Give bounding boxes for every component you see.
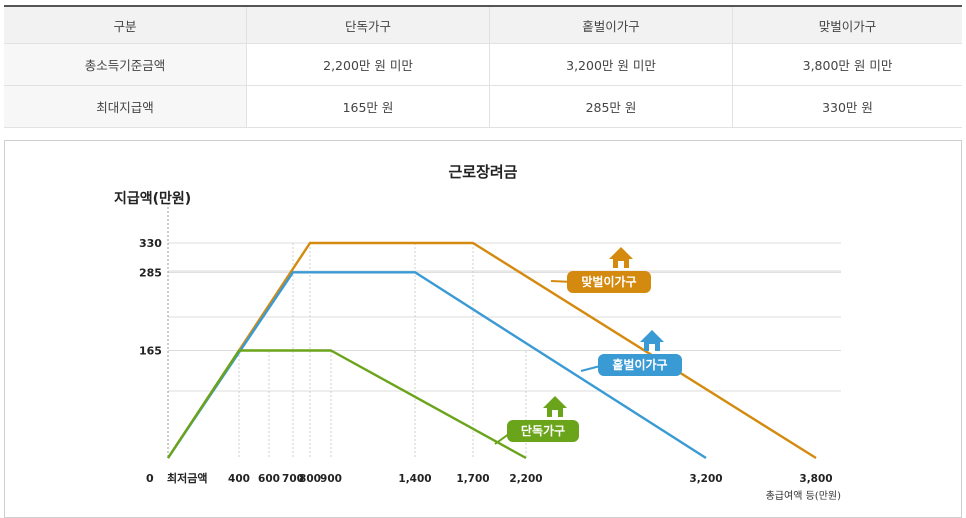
x-tick-label: 400: [228, 473, 250, 485]
x-tick-label: 800: [299, 473, 321, 485]
header-single-earner: 홑벌이가구: [489, 5, 733, 44]
table-cell: 285만 원: [489, 85, 733, 128]
x-tick-label: 3,200: [689, 473, 722, 485]
x-tick-label: 900: [320, 473, 342, 485]
legend-badge: [598, 354, 682, 376]
table-cell: 3,800만 원 미만: [732, 43, 962, 86]
y-tick-label: 285: [139, 266, 162, 279]
x-tick-label: 1,400: [398, 473, 431, 485]
legend-label: 단독가구: [521, 423, 565, 438]
table-header-row: 구분 단독가구 홑벌이가구 맞벌이가구: [4, 5, 962, 44]
x-tick-label: 3,800: [799, 473, 832, 485]
benefit-table: 구분 단독가구 홑벌이가구 맞벌이가구 총소득기준금액 2,200만 원 미만 …: [4, 5, 962, 128]
header-dual-earner: 맞벌이가구: [732, 5, 962, 44]
house-icon: [552, 410, 558, 417]
y-tick-label: 0: [146, 472, 154, 485]
y-tick-label: 165: [139, 345, 162, 358]
legend-badge: [567, 271, 651, 293]
y-axis-label: 지급액(만원): [114, 190, 191, 207]
x-tick-label: 700: [282, 473, 304, 485]
table-row: 최대지급액 165만 원 285만 원 330만 원: [4, 85, 962, 128]
x-tick-label: 1,700: [456, 473, 489, 485]
header-single: 단독가구: [246, 5, 490, 44]
table-cell: 3,200만 원 미만: [489, 43, 733, 86]
table-cell: 330만 원: [732, 85, 962, 128]
house-icon: [618, 261, 624, 268]
table-row: 총소득기준금액 2,200만 원 미만 3,200만 원 미만 3,800만 원…: [4, 43, 962, 86]
x-origin-label: 최저금액: [167, 471, 207, 485]
chart-title: 근로장려금: [448, 163, 517, 181]
legend-label: 홑벌이가구: [612, 357, 667, 372]
house-icon: [609, 247, 633, 259]
house-icon: [640, 330, 664, 342]
house-icon: [543, 396, 567, 408]
row-label-income: 총소득기준금액: [4, 43, 247, 86]
legend-badge: [507, 420, 579, 442]
y-tick-label: 330: [139, 237, 162, 250]
x-tick-label: 600: [258, 473, 280, 485]
house-icon: [649, 344, 655, 351]
x-tick-label: 2,200: [509, 473, 542, 485]
header-category: 구분: [4, 5, 247, 44]
row-label-max: 최대지급액: [4, 85, 247, 128]
legend-label: 맞벌이가구: [581, 274, 636, 289]
series-line: [166, 349, 527, 460]
table-cell: 2,200만 원 미만: [246, 43, 490, 86]
x-axis-label: 총급여액 등(만원): [766, 490, 841, 502]
chart-container: 0 165 285 330 400 600 700 800 900 1,400 1,700 2,200…: [4, 140, 962, 518]
table-cell: 165만 원: [246, 85, 490, 128]
